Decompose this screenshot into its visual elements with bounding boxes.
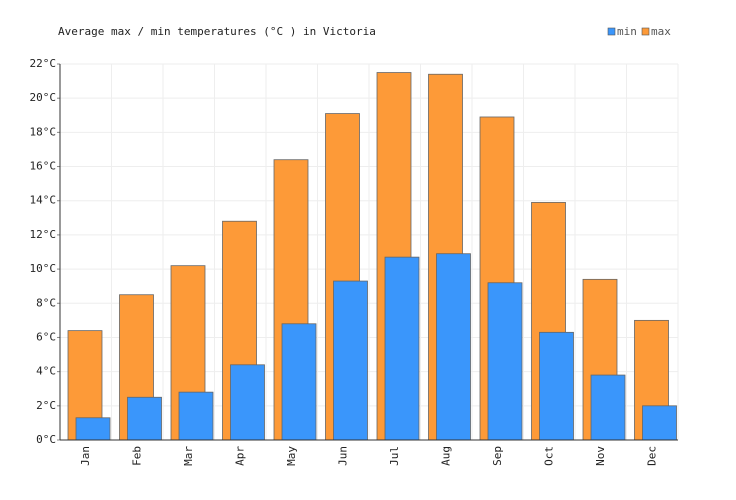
x-tick-label: Jul (388, 446, 401, 466)
x-tick-label: Jan (79, 446, 92, 466)
x-tick-label: Nov (594, 446, 607, 466)
x-tick-label: Aug (439, 446, 452, 466)
x-tick-label: Mar (182, 446, 195, 466)
bar (384, 256, 420, 441)
y-tick-label: 12°C (30, 228, 57, 241)
legend-label: min (617, 25, 637, 38)
x-tick-label: Feb (130, 446, 143, 466)
x-tick-label: Jun (336, 446, 349, 466)
chart-title: Average max / min temperatures (°C ) in … (58, 25, 376, 38)
bar (436, 253, 471, 441)
bar (178, 391, 214, 441)
bar (75, 417, 111, 441)
y-tick-label: 10°C (30, 262, 57, 275)
x-tick-label: Sep (491, 446, 504, 466)
y-tick-label: 18°C (30, 125, 57, 138)
y-tick-label: 16°C (30, 160, 57, 173)
y-tick-label: 14°C (30, 194, 57, 207)
y-tick-label: 2°C (36, 399, 56, 412)
bar (539, 331, 574, 441)
legend-swatch (607, 27, 616, 36)
bar (642, 405, 677, 441)
bar (127, 396, 162, 441)
y-tick-label: 20°C (30, 91, 57, 104)
y-tick-label: 22°C (30, 57, 57, 70)
legend-label: max (651, 25, 671, 38)
y-tick-label: 4°C (36, 365, 56, 378)
bar (281, 323, 317, 441)
y-tick-label: 0°C (36, 433, 56, 446)
legend-swatch (641, 27, 650, 36)
x-tick-label: Apr (233, 446, 246, 466)
bar (590, 374, 626, 441)
bar (230, 364, 265, 441)
bar (333, 280, 368, 441)
x-tick-label: Dec (645, 446, 658, 466)
x-tick-label: Oct (542, 446, 555, 466)
bar (487, 282, 523, 441)
y-tick-label: 8°C (36, 296, 56, 309)
x-tick-label: May (285, 446, 298, 466)
y-tick-label: 6°C (36, 330, 56, 343)
